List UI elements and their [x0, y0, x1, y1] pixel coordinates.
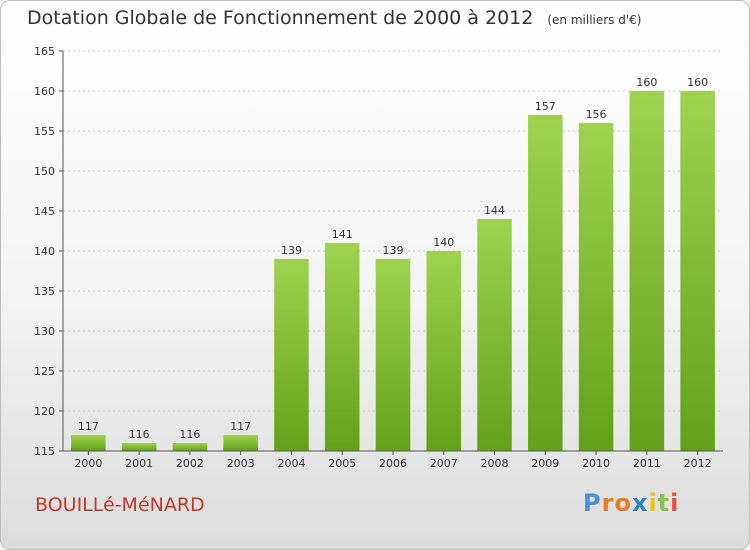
value-label-2009: 157	[535, 100, 556, 113]
value-label-2012: 160	[687, 76, 708, 89]
bar-2005	[324, 243, 360, 451]
x-tick-label-2006: 2006	[379, 457, 407, 470]
proxiti-logo: Proxiti	[583, 489, 679, 517]
value-label-2008: 144	[484, 204, 505, 217]
bar-2003	[223, 435, 258, 451]
bar-2011	[629, 91, 665, 451]
logo-letter: r	[601, 489, 615, 517]
logo-letter: x	[631, 489, 649, 517]
y-tick-label: 125	[34, 365, 55, 378]
axes	[62, 51, 723, 455]
y-tick-label: 115	[34, 445, 55, 458]
bar-2006	[375, 259, 411, 451]
x-tick-label-2007: 2007	[430, 457, 458, 470]
logo-letter: i	[648, 489, 658, 517]
commune-name: BOUILLé-MéNARD	[35, 494, 205, 516]
chart-title: Dotation Globale de Fonctionnement de 20…	[27, 7, 642, 29]
x-tick-label-2010: 2010	[582, 457, 610, 470]
logo-letter: P	[583, 489, 602, 517]
y-tick-label: 150	[34, 165, 55, 178]
x-tick-label-2012: 2012	[684, 457, 712, 470]
value-label-2004: 139	[281, 244, 302, 257]
y-tick-label: 120	[34, 405, 55, 418]
logo-letter: i	[670, 489, 680, 517]
bar-2004	[274, 259, 309, 451]
bars	[71, 91, 715, 451]
unit-label: (en milliers d'€)	[547, 13, 642, 27]
value-label-2000: 117	[78, 420, 99, 433]
bar-2010	[578, 123, 614, 451]
bar-2008	[477, 219, 512, 451]
value-label-2007: 140	[433, 236, 454, 249]
y-tick-label: 140	[34, 245, 55, 258]
x-tick-label-2008: 2008	[481, 457, 509, 470]
value-label-2001: 116	[129, 428, 150, 441]
value-label-2005: 141	[332, 228, 353, 241]
y-tick-label: 145	[34, 205, 55, 218]
bar-2007	[426, 251, 462, 451]
y-tick-label: 130	[34, 325, 55, 338]
y-tick-label: 135	[34, 285, 55, 298]
bar-2001	[121, 443, 157, 451]
x-tick-labels: 2000 2001 2002 2003 2004 2005 2006 2007 2008 2009…	[74, 457, 711, 470]
value-labels: 117 116 116 117 139 141 139 140 144 157 156 160 160	[78, 76, 708, 441]
x-tick-label-2004: 2004	[277, 457, 305, 470]
x-tick-label-2005: 2005	[328, 457, 356, 470]
x-tick-label-2000: 2000	[74, 457, 102, 470]
value-label-2010: 156	[586, 108, 607, 121]
x-tick-label-2001: 2001	[125, 457, 153, 470]
x-tick-label-2009: 2009	[531, 457, 559, 470]
x-tick-label-2003: 2003	[227, 457, 255, 470]
bar-2002	[172, 443, 208, 451]
bar-2000	[71, 435, 106, 451]
bar-2009	[528, 115, 563, 451]
x-tick-label-2002: 2002	[176, 457, 204, 470]
logo-letter: o	[614, 489, 632, 517]
logo-letter: t	[657, 489, 671, 517]
value-label-2003: 117	[230, 420, 251, 433]
x-tick-label-2011: 2011	[633, 457, 661, 470]
y-tick-label: 160	[34, 85, 55, 98]
y-tick-label: 165	[34, 45, 55, 58]
value-label-2002: 116	[179, 428, 200, 441]
bar-2012	[680, 91, 715, 451]
y-tick-labels: 115 120 125 130 135 140 145 150 155 160 165	[34, 45, 55, 458]
value-label-2011: 160	[636, 76, 657, 89]
value-label-2006: 139	[383, 244, 404, 257]
y-tick-label: 155	[34, 125, 55, 138]
